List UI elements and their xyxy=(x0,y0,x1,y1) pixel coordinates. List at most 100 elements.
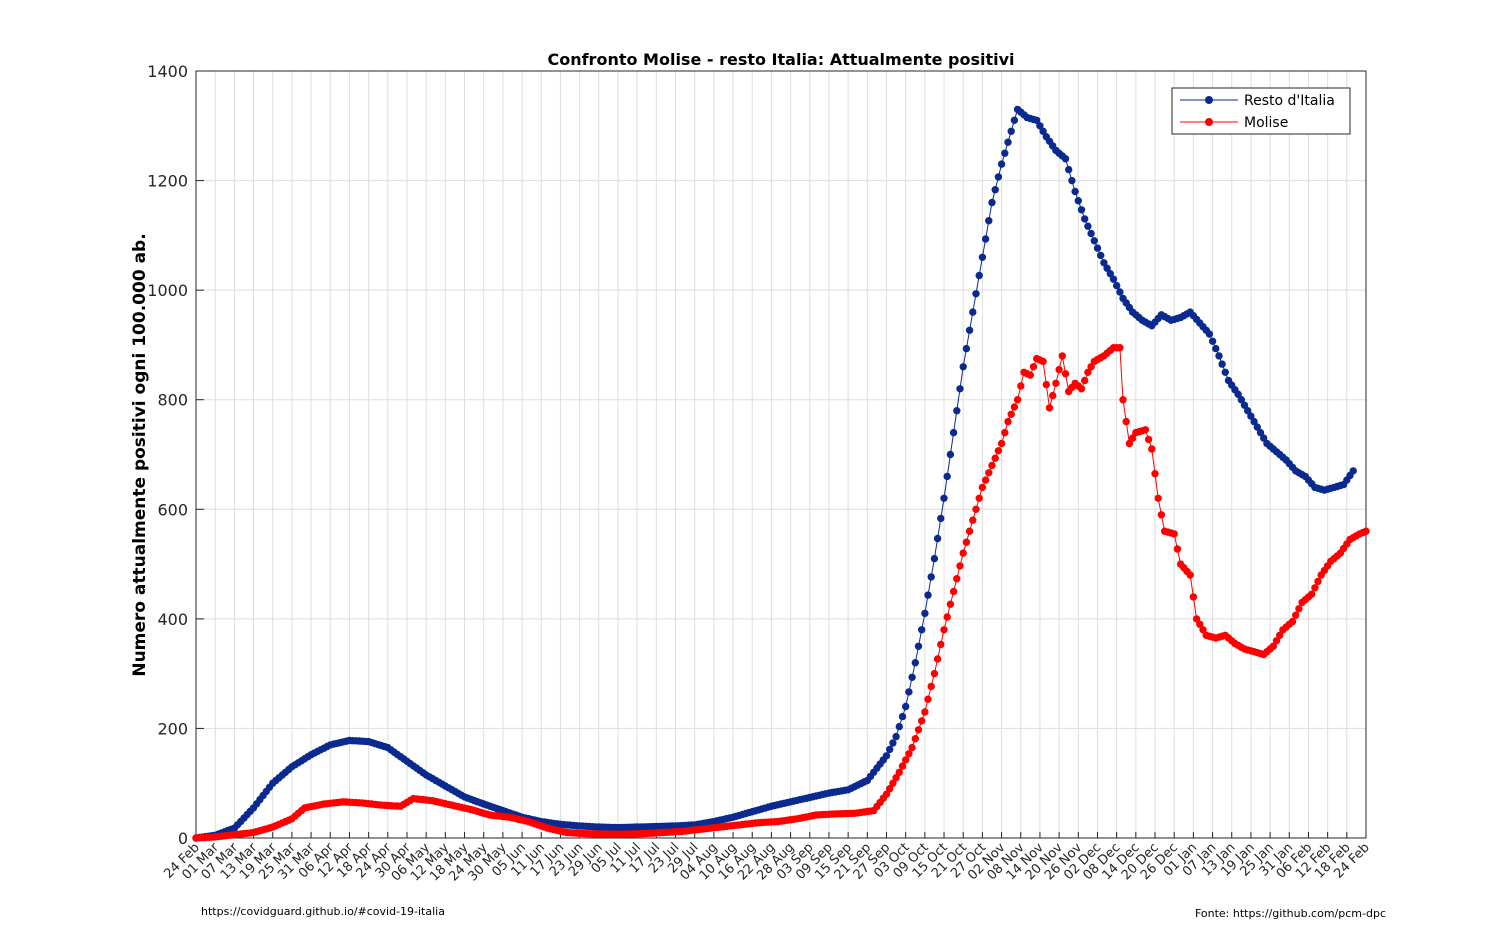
series-resto-italia xyxy=(192,105,1357,842)
data-point xyxy=(1029,363,1038,371)
legend-marker xyxy=(1205,118,1213,126)
legend-label: Resto d'Italia xyxy=(1244,93,1335,109)
data-point xyxy=(1068,176,1076,185)
data-point xyxy=(902,756,910,764)
data-point xyxy=(972,505,980,513)
data-point xyxy=(978,253,987,261)
data-point xyxy=(1170,530,1178,538)
footer-data-source: Fonte: https://github.com/pcm-dpc xyxy=(1194,907,1386,920)
data-point xyxy=(1311,584,1319,592)
data-point xyxy=(991,186,999,194)
y-tick-label: 600 xyxy=(157,500,188,519)
data-point xyxy=(940,494,948,502)
data-point xyxy=(1017,382,1025,390)
data-point xyxy=(905,688,913,696)
data-point xyxy=(933,655,942,663)
data-point xyxy=(975,271,983,280)
data-point xyxy=(1084,368,1092,376)
data-point xyxy=(1039,357,1047,366)
data-point xyxy=(953,407,961,415)
data-point xyxy=(1061,155,1070,163)
data-point xyxy=(991,454,999,462)
data-point xyxy=(930,554,939,563)
data-point xyxy=(962,538,971,546)
data-point xyxy=(1157,511,1166,519)
data-point xyxy=(1173,545,1182,553)
data-point xyxy=(1084,222,1092,230)
data-point xyxy=(988,198,996,207)
data-point xyxy=(988,461,996,470)
data-point xyxy=(1205,330,1214,338)
data-point xyxy=(892,732,900,741)
data-point xyxy=(1010,116,1019,125)
data-point xyxy=(1074,197,1083,205)
data-point xyxy=(985,469,993,477)
data-point xyxy=(1065,165,1073,174)
series-layer xyxy=(192,105,1370,842)
data-point xyxy=(1071,187,1079,196)
data-point xyxy=(898,762,907,770)
data-point xyxy=(1058,352,1067,360)
data-point xyxy=(927,573,935,581)
data-point xyxy=(1004,417,1012,426)
data-point xyxy=(946,600,955,608)
data-point xyxy=(1199,626,1207,634)
data-point xyxy=(949,428,958,437)
data-point xyxy=(1077,385,1086,393)
data-point xyxy=(1007,127,1015,136)
data-point xyxy=(1237,396,1246,404)
data-point xyxy=(1144,435,1153,444)
data-point xyxy=(1087,229,1095,238)
data-point xyxy=(1186,571,1194,579)
data-point xyxy=(886,745,894,754)
data-point xyxy=(940,626,948,634)
y-axis-label: Numero attualmente positivi ogni 100.000… xyxy=(130,233,150,676)
data-point xyxy=(1349,467,1357,475)
data-point xyxy=(985,217,993,225)
data-point xyxy=(1122,417,1130,426)
data-point xyxy=(1039,127,1047,136)
data-point xyxy=(1253,423,1262,431)
data-point xyxy=(981,476,990,484)
data-point xyxy=(1106,270,1115,278)
data-point xyxy=(1244,407,1252,415)
data-point xyxy=(911,735,919,743)
data-point xyxy=(921,609,929,618)
data-point xyxy=(1052,379,1060,387)
data-point xyxy=(1125,439,1134,448)
data-point xyxy=(1033,116,1041,125)
data-point xyxy=(1042,380,1051,389)
data-point xyxy=(962,344,971,353)
data-point xyxy=(882,790,891,798)
data-point xyxy=(1154,494,1162,502)
data-point xyxy=(943,613,951,621)
series-line xyxy=(195,347,1367,839)
data-point xyxy=(1215,352,1223,360)
data-point xyxy=(1013,396,1022,404)
data-point xyxy=(997,160,1006,168)
data-point xyxy=(1081,376,1089,385)
data-point xyxy=(1109,275,1118,283)
data-point xyxy=(1240,401,1249,409)
data-point xyxy=(975,494,983,502)
data-point xyxy=(1001,428,1009,437)
data-point xyxy=(892,774,900,782)
data-point xyxy=(918,717,926,725)
data-point xyxy=(1100,259,1108,267)
data-point xyxy=(972,290,980,298)
legend-label: Molise xyxy=(1244,115,1288,131)
data-point xyxy=(937,514,945,523)
data-point xyxy=(895,722,903,731)
data-point xyxy=(933,534,942,543)
data-point xyxy=(1276,631,1284,639)
data-point xyxy=(1119,396,1127,404)
data-point xyxy=(1314,577,1322,586)
y-tick-label: 800 xyxy=(157,391,188,410)
data-point xyxy=(1212,344,1220,353)
data-point xyxy=(1189,593,1198,601)
data-point xyxy=(943,472,951,481)
y-tick-label: 1000 xyxy=(147,281,188,300)
y-tick-label: 1400 xyxy=(147,62,188,81)
data-point xyxy=(994,173,1003,181)
data-point xyxy=(1116,344,1124,352)
